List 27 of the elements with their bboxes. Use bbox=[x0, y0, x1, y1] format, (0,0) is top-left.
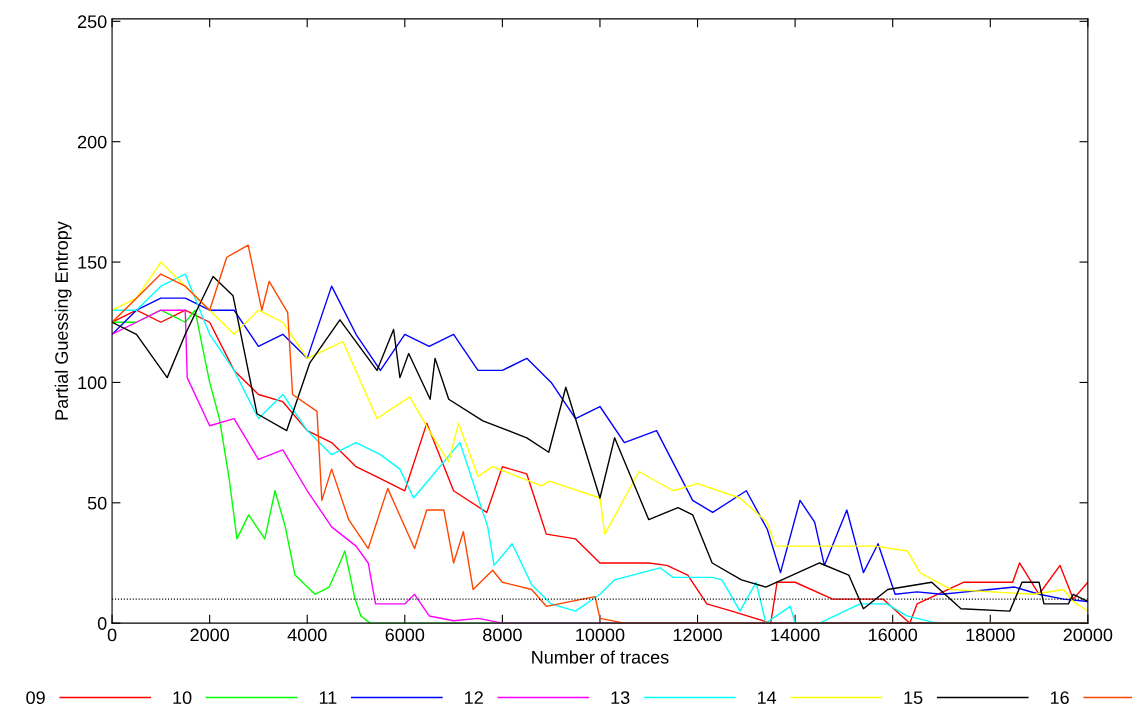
y-tick-label: 250 bbox=[77, 15, 107, 29]
x-tick-label: 12000 bbox=[673, 628, 722, 642]
x-tick-label: 18000 bbox=[966, 628, 1015, 642]
legend-label: 15 bbox=[904, 691, 923, 705]
y-tick-label: 200 bbox=[77, 135, 107, 149]
legend-label: 11 bbox=[319, 691, 337, 704]
legend-label: 14 bbox=[757, 691, 777, 704]
legend-label: 10 bbox=[173, 691, 192, 705]
x-tick-label: 20000 bbox=[1063, 628, 1113, 642]
x-tick-label: 2000 bbox=[190, 628, 230, 642]
x-tick-label: 4000 bbox=[287, 628, 327, 642]
legend-label: 13 bbox=[611, 691, 630, 705]
x-tick-label: 0 bbox=[107, 628, 117, 642]
x-tick-label: 14000 bbox=[771, 628, 820, 642]
x-tick-label: 10000 bbox=[576, 628, 625, 642]
x-tick-label: 8000 bbox=[483, 628, 522, 642]
x-axis-title: Number of traces bbox=[532, 650, 669, 664]
x-tick-label: 16000 bbox=[868, 628, 918, 642]
legend-label: 09 bbox=[26, 691, 45, 705]
y-axis-title: Partial Guessing Entropy bbox=[54, 221, 72, 420]
legend-label: 16 bbox=[1050, 691, 1069, 705]
y-tick-label: 150 bbox=[78, 256, 107, 269]
legend-label: 12 bbox=[465, 691, 483, 704]
y-tick-label: 0 bbox=[97, 617, 107, 630]
y-tick-label: 50 bbox=[87, 496, 107, 510]
y-tick-label: 100 bbox=[78, 376, 107, 390]
x-tick-label: 6000 bbox=[385, 628, 425, 642]
